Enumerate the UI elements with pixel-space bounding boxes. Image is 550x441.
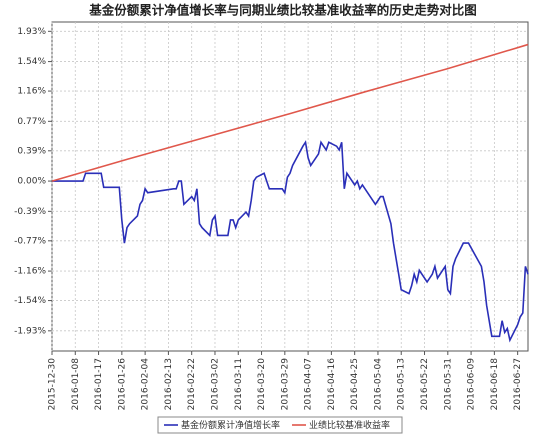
y-tick-label: 0.39%	[17, 146, 46, 156]
x-tick-label: 2016-01-08	[71, 358, 81, 411]
x-tick-label: 2016-03-02	[210, 358, 220, 410]
x-tick-label: 2016-06-18	[490, 358, 500, 411]
series-line	[52, 140, 529, 343]
legend-label: 业绩比较基准收益率	[309, 419, 390, 431]
y-tick-label: 1.16%	[17, 87, 46, 97]
x-tick-label: 2016-05-22	[420, 358, 430, 410]
chart-title: 基金份额累计净值增长率与同期业绩比较基准收益率的历史走势对比图	[88, 3, 477, 18]
y-tick-label: 1.93%	[17, 27, 46, 37]
x-tick-label: 2016-02-22	[187, 358, 197, 410]
x-tick-label: 2016-04-07	[304, 358, 314, 410]
x-tick-label: 2016-05-04	[373, 358, 383, 411]
y-tick-label: -1.16%	[14, 267, 46, 277]
x-tick-label: 2016-05-31	[443, 358, 453, 410]
y-tick-label: 0.77%	[17, 117, 46, 127]
y-tick-label: -1.93%	[14, 326, 46, 336]
x-tick-label: 2016-02-04	[141, 358, 151, 411]
x-tick-label: 2016-03-11	[234, 358, 244, 410]
y-tick-label: -0.39%	[14, 207, 46, 217]
legend-box	[157, 416, 403, 434]
x-tick-label: 2016-06-27	[513, 358, 523, 410]
y-tick-label: 1.54%	[17, 57, 46, 67]
x-tick-label: 2016-06-09	[467, 358, 477, 411]
y-tick-label: 0.00%	[17, 177, 46, 187]
series-line	[51, 43, 529, 182]
x-tick-label: 2016-02-13	[164, 358, 174, 410]
legend-label: 基金份额累计净值增长率	[181, 419, 280, 431]
y-tick-label: -1.54%	[14, 296, 46, 306]
x-tick-label: 2016-03-29	[280, 358, 290, 411]
x-tick-label: 2016-03-20	[257, 358, 267, 411]
x-tick-label: 2016-04-16	[327, 358, 337, 411]
y-tick-label: -0.77%	[14, 236, 46, 246]
x-tick-label: 2016-01-17	[94, 358, 104, 410]
x-tick-label: 2015-12-30	[48, 358, 58, 411]
x-tick-label: 2016-05-13	[397, 358, 407, 410]
x-tick-label: 2016-01-26	[117, 358, 127, 411]
x-tick-label: 2016-04-25	[350, 358, 360, 410]
legend: 基金份额累计净值增长率 业绩比较基准收益率	[157, 416, 403, 434]
